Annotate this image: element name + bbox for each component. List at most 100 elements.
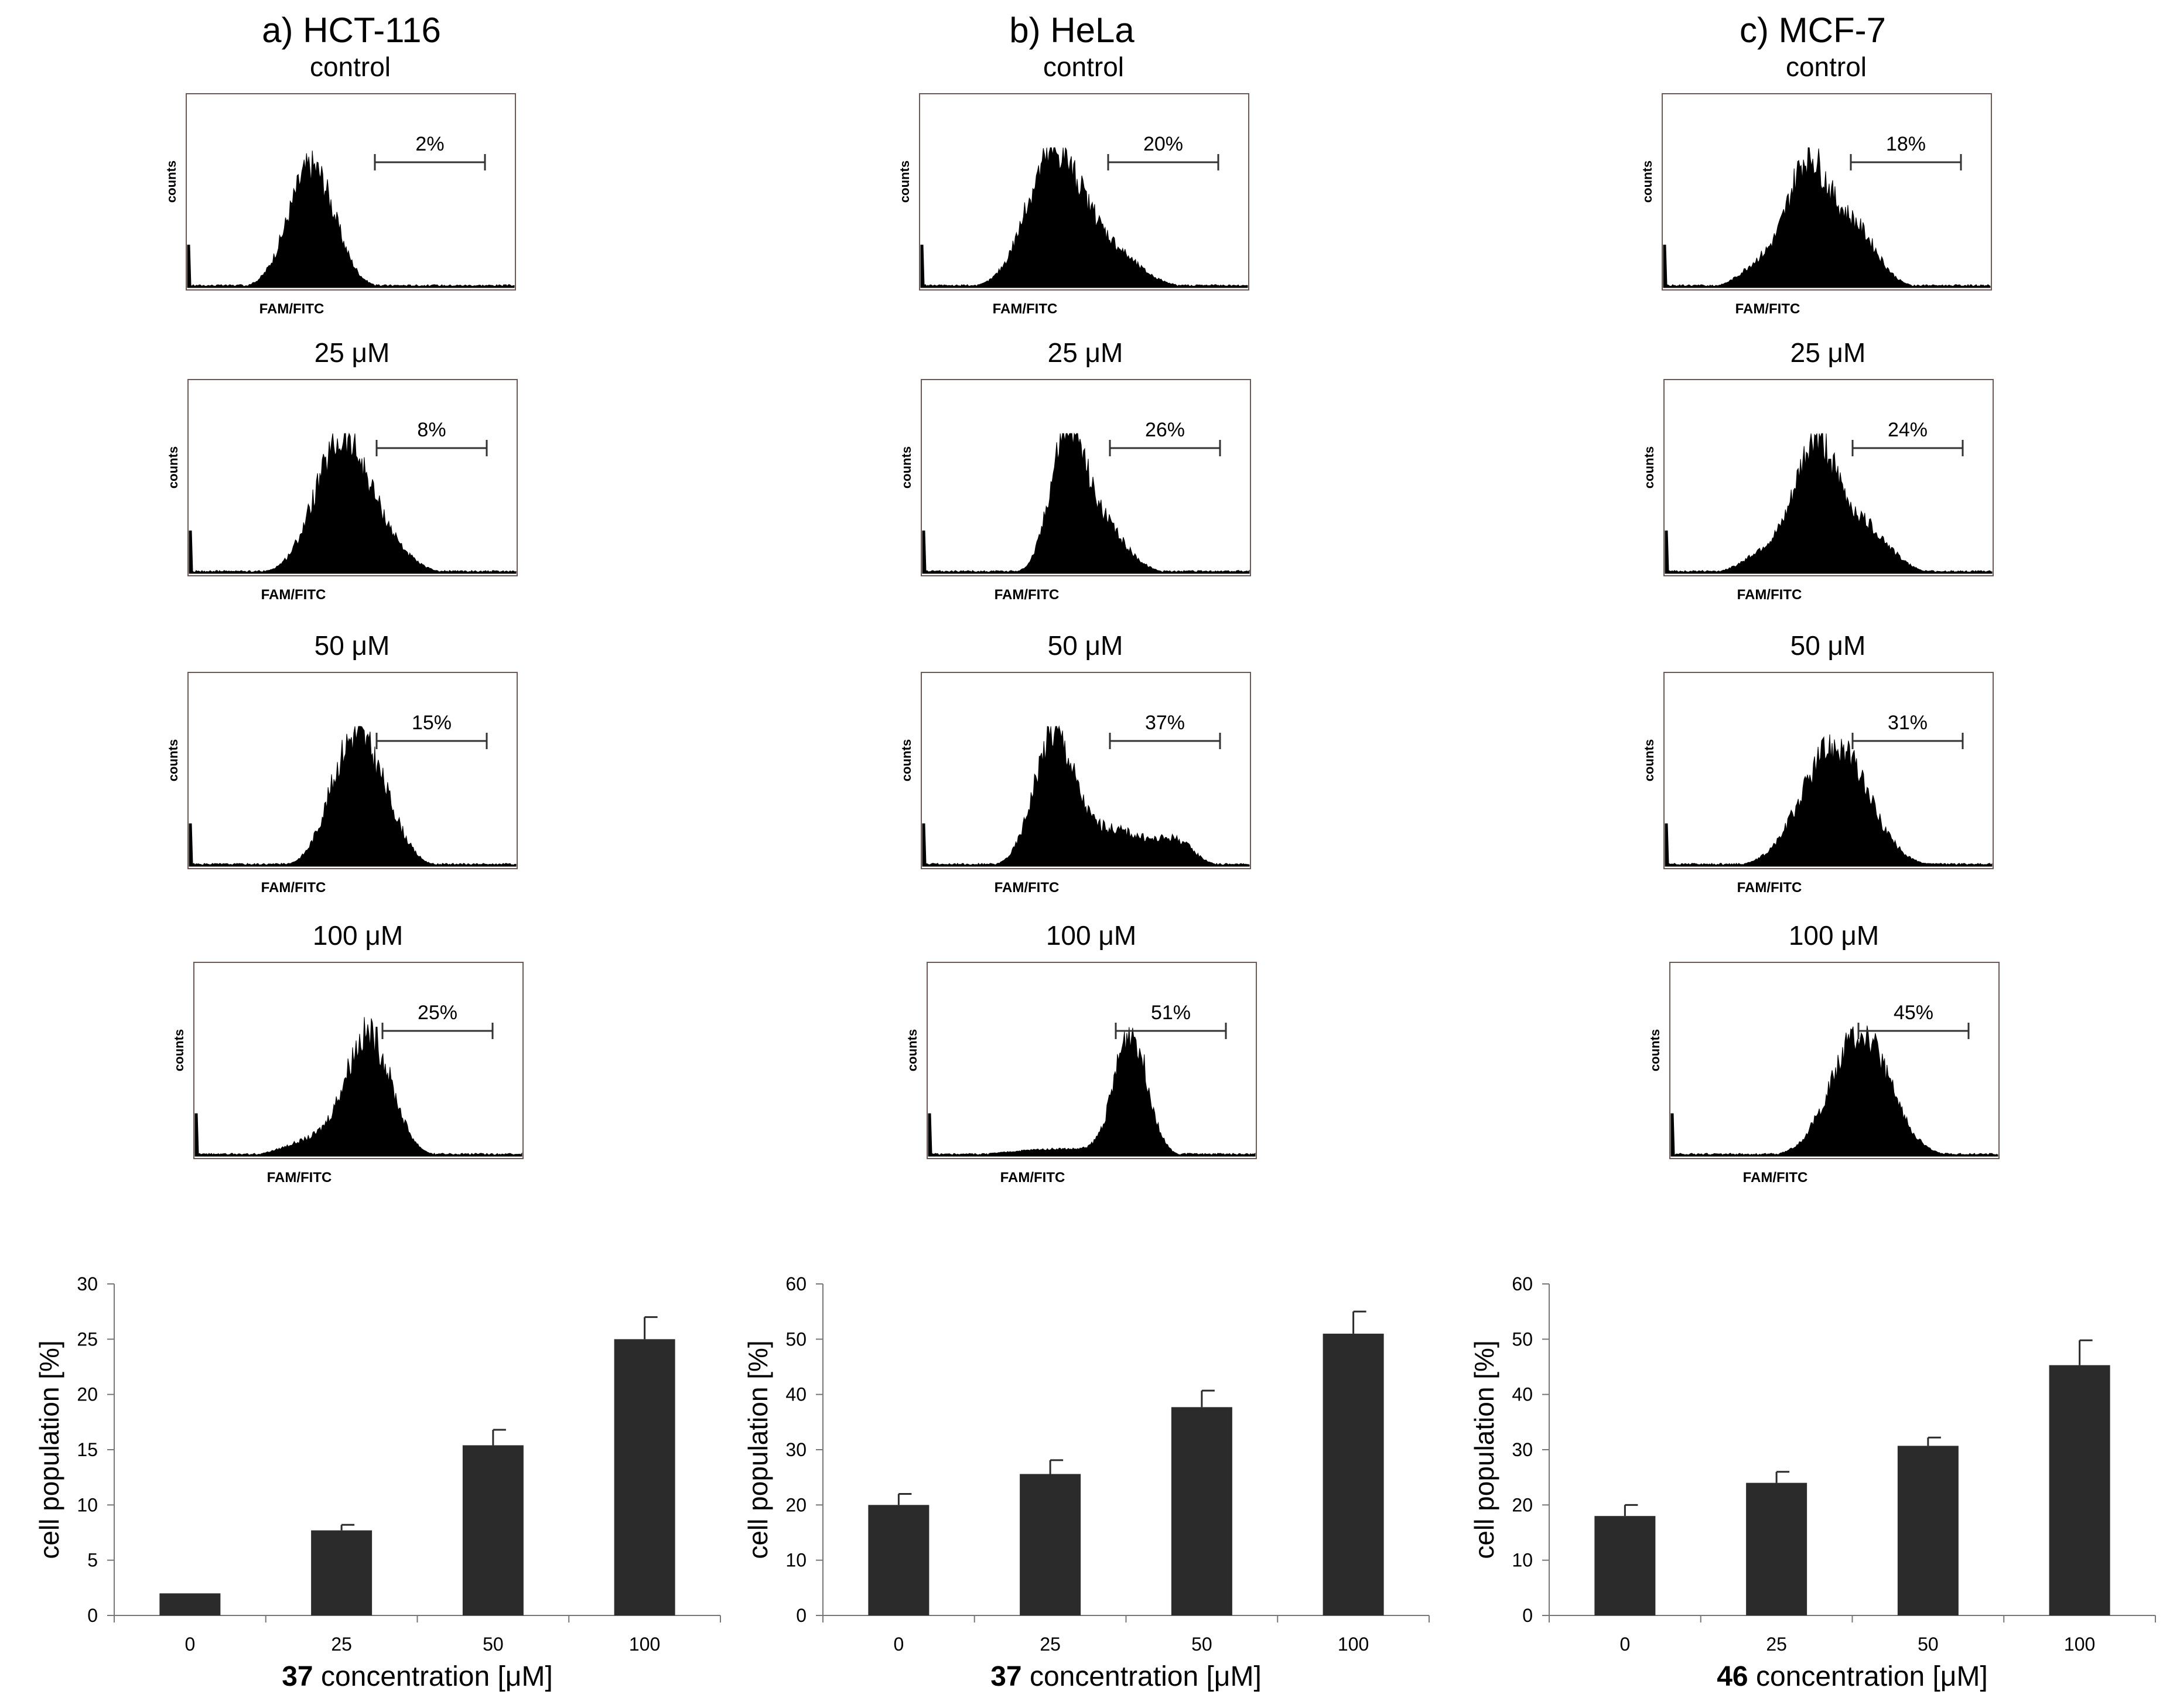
condition-label: 50 μM [315, 630, 390, 661]
gate-percent-label: 2% [415, 133, 444, 155]
bar [1323, 1333, 1384, 1615]
histogram-distribution [922, 725, 1250, 867]
y-tick-label: 10 [785, 1550, 807, 1571]
condition-label: 100 μM [1046, 920, 1136, 951]
histogram-x-label: FAM/FITC [261, 880, 326, 896]
panel-title-b: b) HeLa [1009, 11, 1135, 50]
histogram-distribution [194, 1017, 522, 1157]
y-tick-label: 0 [796, 1605, 807, 1626]
histogram-frame [1663, 379, 1994, 576]
histogram-x-label: FAM/FITC [1000, 1170, 1065, 1186]
x-category-label: 0 [184, 1634, 195, 1655]
histogram-frame [1662, 93, 1992, 291]
histogram-distribution [920, 147, 1248, 288]
histogram-panel: control 18% counts FAM/FITC [1640, 52, 1992, 317]
histogram-panel: 50 μM 37% counts FAM/FITC [899, 630, 1251, 896]
gate-percent-label: 15% [412, 712, 452, 734]
x-category-label: 100 [629, 1634, 660, 1655]
histogram-x-label: FAM/FITC [267, 1170, 332, 1186]
gate-percent-label: 8% [417, 419, 446, 441]
histogram-x-label: FAM/FITC [995, 880, 1060, 896]
bar [311, 1530, 373, 1615]
gate-percent-label: 18% [1886, 133, 1926, 155]
histogram-panel: 100 μM 45% counts FAM/FITC [1648, 920, 2000, 1186]
y-tick-label: 60 [1512, 1273, 1533, 1294]
y-tick-label: 50 [785, 1328, 807, 1350]
histogram-distribution [928, 1027, 1256, 1157]
histogram-y-label: counts [1642, 739, 1656, 781]
y-tick-label: 40 [1512, 1384, 1533, 1405]
histogram-y-label: counts [172, 1029, 186, 1071]
x-category-label: 100 [1338, 1634, 1369, 1655]
histogram-panel: 25 μM 24% counts FAM/FITC [1642, 337, 1994, 603]
x-category-label: 100 [2064, 1634, 2095, 1655]
bar [2049, 1365, 2110, 1615]
histogram-frame [1669, 962, 2000, 1159]
histogram-y-label: counts [166, 739, 180, 781]
gate-percent-label: 26% [1145, 419, 1185, 441]
condition-label: 25 μM [1048, 337, 1123, 368]
condition-label: 100 μM [1789, 920, 1879, 951]
x-category-label: 25 [1040, 1634, 1061, 1655]
condition-label: 100 μM [313, 920, 403, 951]
histogram-panel: 50 μM 31% counts FAM/FITC [1642, 630, 1994, 896]
y-tick-label: 0 [87, 1605, 98, 1626]
x-category-label: 25 [331, 1634, 352, 1655]
histogram-panel: 50 μM 15% counts FAM/FITC [166, 630, 518, 896]
histogram-distribution [189, 432, 517, 574]
x-axis-label: 37 concentration [μM] [990, 1661, 1262, 1692]
compound-number: 37 [282, 1661, 313, 1692]
histogram-distribution [1665, 433, 1993, 574]
x-category-label: 50 [1918, 1634, 1939, 1655]
y-tick-label: 0 [1522, 1605, 1533, 1626]
histogram-panel: 100 μM 51% counts FAM/FITC [905, 920, 1257, 1186]
histogram-y-label: counts [1642, 446, 1656, 489]
y-tick-label: 30 [1512, 1439, 1533, 1460]
histogram-grid: control 2% counts FAM/FITC 25 μM 8% counts FAM/… [164, 52, 2000, 1186]
y-axis-label: cell population [%] [34, 1340, 64, 1559]
x-category-label: 0 [893, 1634, 904, 1655]
gate-percent-label: 51% [1151, 1002, 1191, 1024]
y-tick-label: 25 [77, 1328, 98, 1350]
histogram-distribution [1663, 147, 1991, 288]
bar [1746, 1482, 1807, 1615]
condition-label: 25 μM [1790, 337, 1866, 368]
bar [462, 1445, 524, 1615]
bar [1020, 1474, 1081, 1615]
histogram-distribution [922, 432, 1250, 574]
histogram-y-label: counts [1640, 160, 1655, 203]
gate-percent-label: 31% [1888, 712, 1928, 734]
x-axis-label-rest: concentration [μM] [1748, 1661, 1988, 1692]
y-axis-label: cell population [%] [743, 1340, 773, 1559]
histogram-panel: 25 μM 8% counts FAM/FITC [166, 337, 518, 603]
histogram-x-label: FAM/FITC [1735, 301, 1800, 317]
histogram-x-label: FAM/FITC [995, 587, 1060, 603]
compound-number: 37 [990, 1661, 1021, 1692]
y-axis-label: cell population [%] [1469, 1340, 1499, 1559]
y-tick-label: 50 [1512, 1328, 1533, 1350]
y-tick-label: 5 [87, 1550, 98, 1571]
histogram-panel: control 20% counts FAM/FITC [897, 52, 1249, 317]
y-tick-label: 30 [785, 1439, 807, 1460]
histogram-y-label: counts [897, 160, 912, 203]
x-axis-label: 37 concentration [μM] [282, 1661, 553, 1692]
histogram-y-label: counts [899, 739, 914, 781]
panel-title-a: a) HCT-116 [262, 11, 441, 50]
histogram-y-label: counts [164, 160, 179, 203]
histogram-frame [921, 379, 1251, 576]
histogram-x-label: FAM/FITC [993, 301, 1058, 317]
compound-number: 46 [1717, 1661, 1748, 1692]
condition-label: control [1786, 52, 1867, 82]
x-category-label: 50 [1191, 1634, 1212, 1655]
y-tick-label: 20 [77, 1384, 98, 1405]
bar [1171, 1407, 1232, 1615]
gate-percent-label: 45% [1894, 1002, 1933, 1024]
y-tick-label: 20 [785, 1494, 807, 1515]
condition-label: 50 μM [1048, 630, 1123, 661]
y-tick-label: 60 [785, 1273, 807, 1294]
condition-label: 50 μM [1790, 630, 1866, 661]
histogram-y-label: counts [166, 446, 180, 489]
x-axis-label: 46 concentration [μM] [1717, 1661, 1988, 1692]
